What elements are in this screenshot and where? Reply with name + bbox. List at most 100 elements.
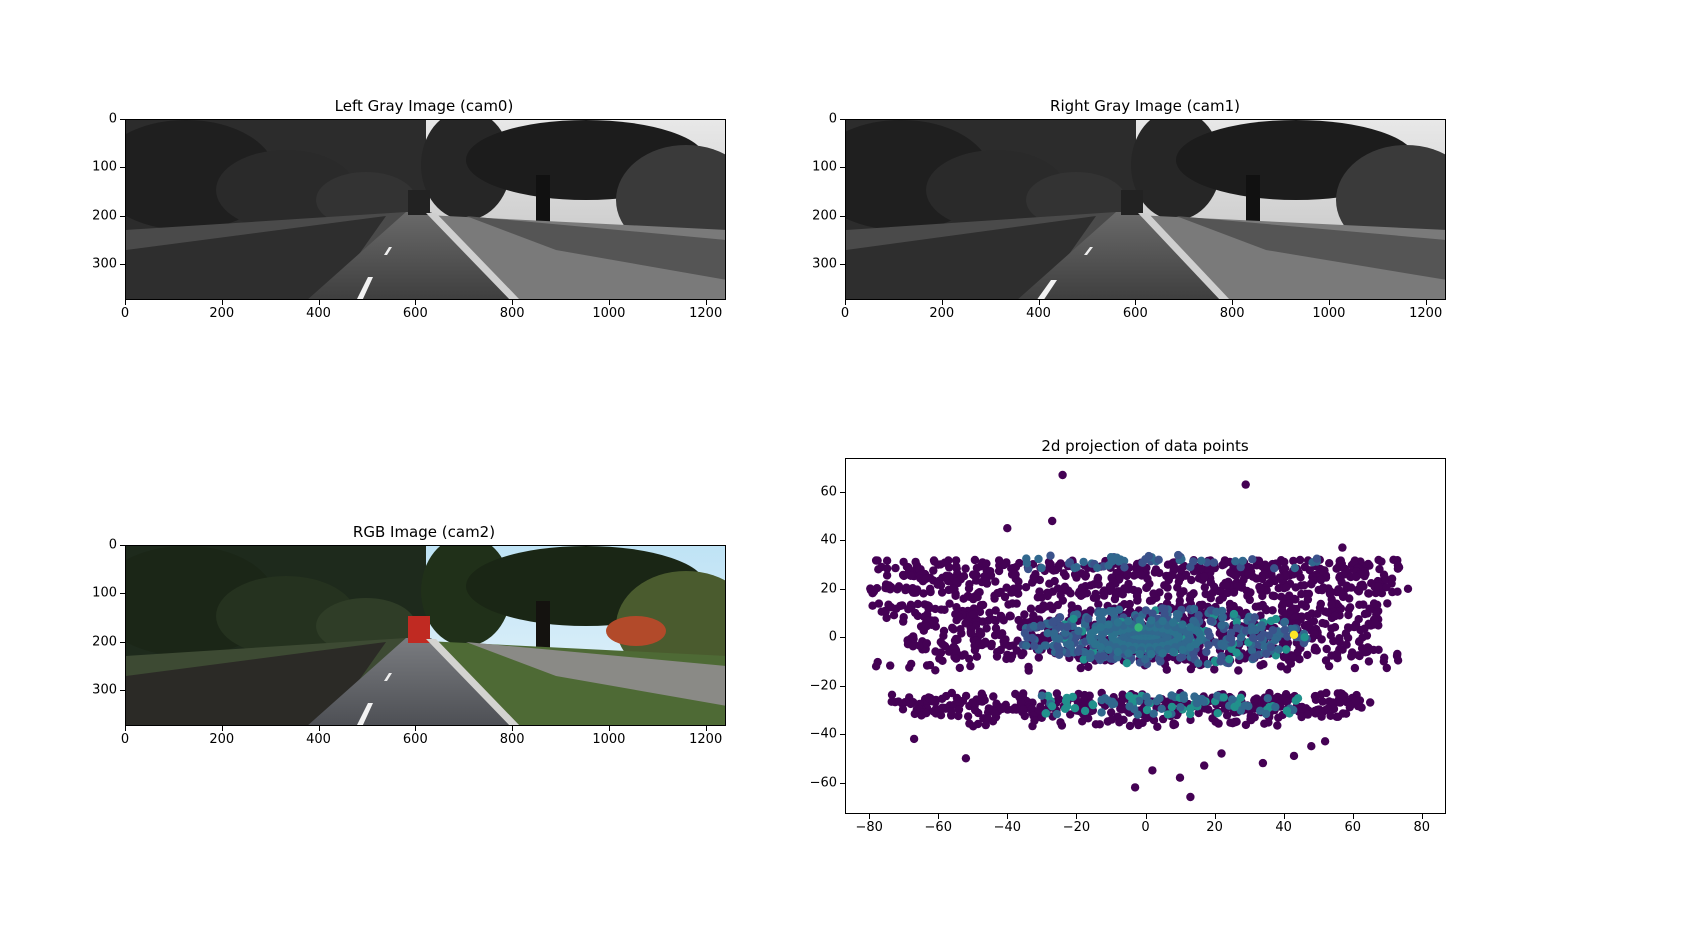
cam1-xtick-label: 200 — [929, 306, 955, 321]
scatter-point — [1023, 633, 1032, 642]
scatter-point — [1271, 702, 1280, 712]
scatter-point — [1017, 650, 1026, 660]
scatter-point — [915, 641, 924, 650]
scatter-point — [1350, 622, 1359, 632]
scatter-point — [1305, 566, 1314, 575]
scatter-point — [931, 604, 940, 614]
scatter-ytick-label: −40 — [809, 726, 837, 742]
scatter-point — [991, 577, 1000, 586]
scatter-point — [1113, 647, 1123, 657]
scatter-point — [1281, 645, 1291, 654]
scatter-point — [1135, 696, 1144, 706]
scatter-point — [1200, 704, 1209, 713]
scatter-point — [1229, 588, 1239, 597]
scatter-point — [947, 688, 956, 698]
cam2-xtick-mark — [705, 726, 707, 731]
scatter-point — [1326, 711, 1335, 720]
scatter-point — [1167, 702, 1177, 712]
scatter-point — [1278, 599, 1288, 608]
cam1-xtick-label: 1000 — [1312, 306, 1346, 321]
scatter-point — [1318, 697, 1327, 706]
scatter-ytick-label: 0 — [828, 629, 837, 645]
scatter-point — [1034, 706, 1043, 715]
scatter-point — [1291, 595, 1300, 604]
scatter-point — [1270, 564, 1279, 573]
cam1-ytick-mark — [840, 263, 845, 265]
scatter-point — [1290, 563, 1299, 573]
scatter-point — [966, 661, 975, 671]
scatter-point — [1107, 708, 1116, 717]
scatter-point — [913, 611, 922, 621]
scatter-point — [972, 563, 982, 573]
scatter-point — [1256, 584, 1265, 593]
cam0-ytick-label: 200 — [92, 208, 117, 224]
scatter-point — [1346, 603, 1355, 612]
scatter-point — [983, 714, 992, 723]
scatter-point — [1297, 589, 1306, 599]
scatter-point — [1041, 641, 1051, 650]
scatter-point — [1178, 645, 1187, 654]
scatter-point — [887, 697, 896, 706]
cam1-xtick-label: 0 — [840, 306, 850, 321]
cam0-ytick-mark — [120, 119, 125, 120]
cam0-xtick-label: 600 — [402, 306, 428, 321]
scatter-point — [1232, 618, 1241, 627]
cam1-ytick-mark — [840, 215, 845, 217]
scatter-point — [1228, 719, 1237, 728]
scatter-point — [1019, 705, 1028, 714]
scatter-point — [1041, 709, 1050, 718]
cam2-image — [125, 545, 726, 726]
scatter-point — [1335, 698, 1345, 707]
scatter-point — [1403, 584, 1413, 593]
scatter-point — [1248, 633, 1258, 642]
cam2-xtick-label: 600 — [402, 732, 428, 747]
scatter-point — [1052, 709, 1062, 719]
scatter-point — [1178, 620, 1187, 629]
scatter-point — [1117, 705, 1126, 714]
scatter-point — [953, 697, 962, 706]
scatter-point — [1092, 593, 1101, 602]
scatter-point — [1322, 688, 1331, 698]
scatter-point — [1295, 555, 1305, 565]
scatter-point — [1351, 696, 1360, 705]
scatter-point — [1370, 619, 1380, 628]
scatter-point — [1211, 717, 1220, 726]
scatter-point — [1357, 703, 1366, 712]
cam1-ytick-mark — [840, 167, 845, 169]
scatter-point — [915, 565, 924, 574]
scatter-point — [1332, 564, 1341, 573]
scatter-point — [899, 571, 909, 581]
scatter-point — [1247, 626, 1257, 636]
scatter-point — [1094, 600, 1103, 609]
scatter-point — [911, 557, 920, 567]
scatter-point — [992, 652, 1002, 661]
scatter-point — [1081, 571, 1091, 580]
scatter-point — [1066, 589, 1075, 598]
scatter-point — [996, 611, 1006, 621]
scatter-point — [1196, 564, 1205, 573]
scatter-point — [1163, 710, 1173, 719]
cam2-ytick-label: 300 — [92, 682, 117, 698]
scatter-point — [1125, 721, 1135, 731]
scatter-point — [974, 708, 983, 718]
scatter-point — [1160, 604, 1169, 614]
scatter-point — [928, 697, 938, 706]
cam2-ytick-label: 0 — [108, 537, 117, 553]
cam2-xtick-label: 400 — [306, 732, 331, 747]
scatter-xtick-label: −40 — [993, 820, 1022, 835]
scatter-title: 2d projection of data points — [1041, 437, 1249, 455]
scatter-point — [1377, 589, 1387, 598]
scatter-point — [980, 639, 990, 648]
scatter-point — [1157, 704, 1166, 713]
scatter-point — [1221, 581, 1231, 590]
scatter-point — [1186, 709, 1195, 719]
scatter-point — [1138, 558, 1147, 567]
scatter-point — [1041, 602, 1050, 611]
scatter-point — [1045, 588, 1054, 598]
scatter-point — [1151, 565, 1161, 574]
scatter-point — [874, 565, 883, 574]
scatter-point — [1379, 657, 1388, 666]
scatter-xtick-label: −20 — [1062, 820, 1091, 835]
scatter-point — [1135, 649, 1144, 659]
scatter-point — [1084, 662, 1093, 672]
